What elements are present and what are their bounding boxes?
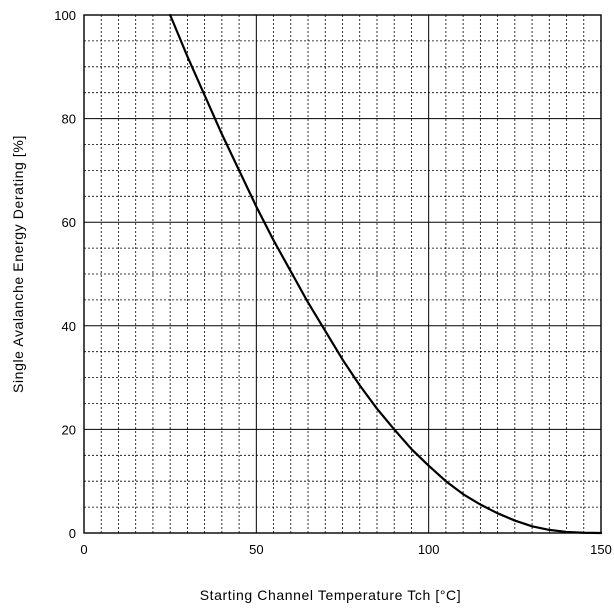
x-axis-label: Starting Channel Temperature Tch [°C] (200, 587, 462, 603)
x-tick-label: 50 (249, 542, 263, 557)
y-tick-label: 0 (69, 526, 76, 541)
x-tick-label: 100 (418, 542, 440, 557)
derating-curve (169, 13, 603, 535)
y-tick-label: 60 (62, 215, 76, 230)
y-tick-label: 100 (54, 8, 76, 23)
series-layer (169, 13, 603, 535)
x-tick-label: 150 (590, 542, 612, 557)
plot-frame (83, 14, 602, 534)
y-tick-label: 80 (62, 112, 76, 127)
y-tick-label: 20 (62, 422, 76, 437)
y-axis-label: Single Avalanche Energy Derating [%] (10, 135, 26, 393)
y-tick-labels: 0 20 40 60 80 100 (54, 8, 76, 541)
y-tick-label: 40 (62, 319, 76, 334)
minor-grid (84, 15, 601, 533)
major-grid (84, 15, 601, 533)
x-tick-labels: 0 50 100 150 (80, 542, 611, 557)
x-tick-label: 0 (80, 542, 87, 557)
